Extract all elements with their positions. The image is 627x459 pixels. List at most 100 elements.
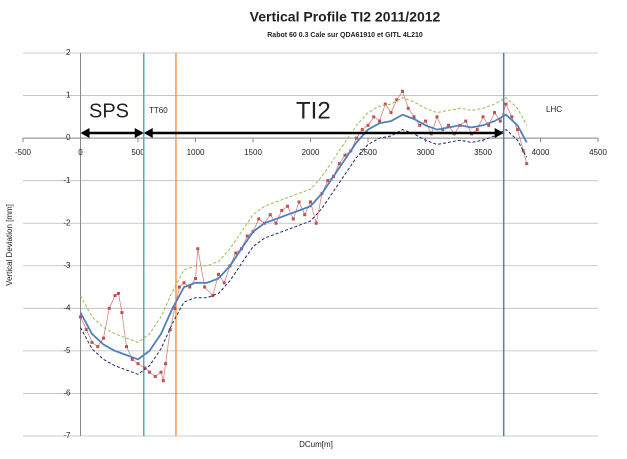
data-point — [164, 362, 168, 366]
data-point — [412, 115, 416, 119]
data-point — [194, 277, 197, 281]
chart-subtitle: Rabot 60 0.3 Cale sur QDA61910 et GITL 4… — [267, 32, 423, 39]
data-point — [136, 362, 140, 366]
y-tick-label: -3 — [63, 261, 71, 270]
x-tick-label: 4000 — [532, 148, 550, 157]
data-line — [80, 90, 528, 381]
data-point — [222, 281, 226, 285]
data-point — [130, 357, 134, 361]
data-point — [383, 102, 387, 106]
data-point — [355, 136, 358, 140]
x-tick-label: 3500 — [474, 148, 492, 157]
data-point — [196, 247, 200, 251]
envelope-line — [80, 128, 528, 375]
annotation: TT60 — [149, 106, 168, 115]
data-point — [90, 340, 94, 344]
data-point — [441, 128, 445, 132]
data-point — [153, 374, 157, 378]
data-point — [113, 294, 117, 298]
y-tick-label: -2 — [63, 218, 71, 227]
annotation: SPS — [89, 100, 129, 122]
y-tick-label: -7 — [63, 431, 71, 440]
data-point — [79, 315, 82, 319]
data-point — [504, 102, 508, 106]
data-point — [326, 179, 330, 183]
x-tick-label: 2500 — [359, 148, 377, 157]
data-point — [177, 285, 181, 289]
data-point — [268, 213, 272, 217]
data-point — [107, 306, 111, 310]
data-point — [447, 123, 450, 127]
data-point — [493, 111, 496, 115]
data-point — [159, 370, 163, 374]
y-tick-label: 1 — [66, 91, 71, 100]
data-point — [203, 285, 207, 289]
data-point — [168, 328, 172, 332]
x-tick-label: 3000 — [417, 148, 435, 157]
data-point — [297, 200, 301, 204]
data-point — [406, 106, 410, 110]
data-point — [314, 221, 318, 225]
data-point — [102, 336, 105, 340]
y-axis-label: Vertical Deviation [mm] — [5, 204, 14, 286]
data-point — [291, 217, 295, 221]
y-tick-label: -4 — [63, 303, 71, 312]
data-point — [372, 115, 376, 119]
x-axis-label: DCum[m] — [299, 440, 333, 449]
x-tick-label: -500 — [15, 148, 32, 157]
data-point — [234, 251, 238, 255]
data-point — [475, 128, 479, 132]
y-tick-label: 2 — [66, 48, 71, 57]
data-point — [378, 119, 381, 123]
annotation: TI2 — [296, 97, 331, 124]
data-point — [148, 370, 151, 374]
data-point — [395, 98, 399, 102]
data-point — [435, 115, 439, 119]
annotation: LHC — [546, 105, 562, 114]
data-point — [245, 234, 249, 238]
data-point — [173, 306, 177, 310]
data-point — [418, 123, 422, 127]
x-tick-label: 1000 — [187, 148, 205, 157]
data-point — [424, 119, 427, 123]
data-point — [510, 115, 514, 119]
data-point — [211, 294, 215, 298]
data-point — [303, 213, 307, 217]
x-tick-label: 500 — [131, 148, 145, 157]
data-point — [309, 200, 312, 204]
data-point — [343, 153, 347, 157]
data-point — [182, 281, 186, 285]
data-point — [366, 123, 370, 127]
data-point — [143, 366, 147, 370]
data-point — [280, 208, 284, 212]
data-point — [516, 128, 519, 132]
x-tick-label: 4500 — [589, 148, 607, 157]
data-point — [525, 162, 529, 166]
data-point — [84, 328, 88, 332]
data-point — [360, 128, 364, 132]
data-point — [257, 217, 261, 221]
y-tick-label: -6 — [63, 389, 71, 398]
x-tick-label: 2000 — [302, 148, 320, 157]
data-point — [286, 204, 289, 208]
data-point — [389, 111, 393, 115]
y-tick-label: -5 — [63, 346, 71, 355]
data-point — [120, 311, 124, 315]
x-tick-label: 0 — [78, 148, 83, 157]
data-point — [116, 291, 120, 295]
data-point — [125, 345, 128, 349]
data-point — [481, 115, 485, 119]
chart-title: Vertical Profile TI2 2011/2012 — [250, 9, 441, 25]
data-point — [274, 221, 278, 225]
data-point — [188, 285, 192, 289]
data-point — [487, 123, 491, 127]
data-point — [521, 149, 525, 153]
data-point — [401, 89, 404, 93]
data-point — [161, 379, 165, 383]
data-point — [498, 119, 502, 123]
data-point — [337, 162, 341, 166]
x-tick-label: 1500 — [244, 148, 262, 157]
data-point — [464, 119, 468, 123]
y-tick-label: -1 — [63, 176, 71, 185]
